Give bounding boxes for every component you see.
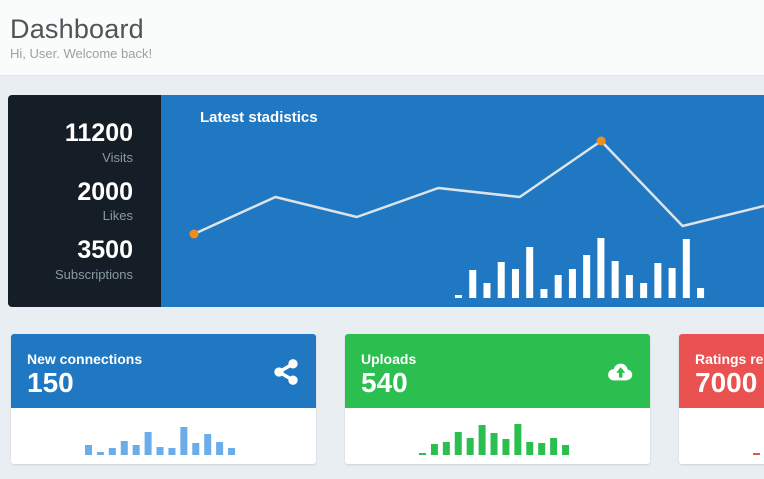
card-ratings-received: Ratings received 7000 <box>679 334 764 464</box>
stat-visits: 11200 Visits <box>8 120 133 165</box>
uploads-sparkline <box>419 424 570 455</box>
card-new-connections-value: 150 <box>27 367 74 398</box>
stats-summary-panel: 11200 Visits 2000 Likes 3500 Subscriptio… <box>8 95 161 307</box>
visits-label: Visits <box>102 149 133 165</box>
page-title: Dashboard <box>10 14 144 44</box>
card-new-connections-header: New connections 150 <box>11 334 316 408</box>
ratings-received-sparkline <box>753 453 760 455</box>
card-ratings-received-value: 7000 <box>695 367 758 398</box>
latest-statistics-panel: Latest stadistics <box>161 95 764 307</box>
card-uploads-label: Uploads <box>361 351 417 367</box>
latest-statistics-chart <box>189 136 764 298</box>
stats-widget: 11200 Visits 2000 Likes 3500 Subscriptio… <box>8 95 764 307</box>
visits-value: 11200 <box>64 119 133 148</box>
summary-cards-row: New connections 150 Uploads 540 <box>11 334 764 464</box>
card-new-connections: New connections 150 <box>11 334 316 464</box>
card-new-connections-label: New connections <box>27 351 143 367</box>
card-uploads-body <box>345 408 650 464</box>
likes-value: 2000 <box>77 177 133 206</box>
welcome-text: Hi, User. Welcome back! <box>10 46 153 61</box>
card-uploads-header: Uploads 540 <box>345 334 650 408</box>
subscriptions-value: 3500 <box>77 236 133 265</box>
new-connections-sparkline <box>85 427 236 455</box>
card-ratings-received-body <box>679 408 764 464</box>
card-ratings-received-label: Ratings received <box>695 351 764 367</box>
cloud-upload-icon[interactable] <box>606 358 634 386</box>
stat-subscriptions: 3500 Subscriptions <box>8 237 133 282</box>
card-new-connections-body <box>11 408 316 464</box>
latest-statistics-title: Latest stadistics <box>200 109 318 126</box>
share-icon[interactable] <box>272 358 300 386</box>
stat-likes: 2000 Likes <box>8 177 133 224</box>
card-uploads: Uploads 540 <box>345 334 650 464</box>
subscriptions-label: Subscriptions <box>54 266 133 282</box>
card-uploads-value: 540 <box>361 367 408 398</box>
card-ratings-received-header: Ratings received 7000 <box>679 334 764 408</box>
page-header: Dashboard Hi, User. Welcome back! <box>0 0 764 76</box>
likes-label: Likes <box>102 208 133 224</box>
